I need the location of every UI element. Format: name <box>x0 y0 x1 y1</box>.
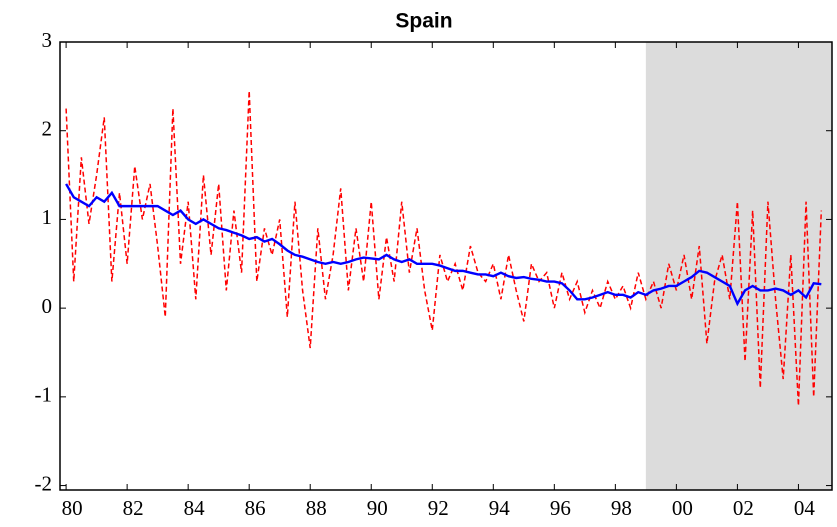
x-tick-label: 84 <box>184 496 206 520</box>
x-tick-label: 92 <box>428 496 449 520</box>
y-tick-label: 0 <box>42 294 53 318</box>
x-tick-label: 94 <box>489 496 511 520</box>
x-tick-label: 86 <box>245 496 266 520</box>
shaded-region <box>645 42 832 490</box>
y-tick-label: 3 <box>42 28 53 52</box>
x-tick-label: 82 <box>123 496 144 520</box>
x-tick-label: 88 <box>306 496 327 520</box>
x-tick-label: 90 <box>367 496 388 520</box>
y-tick-label: 1 <box>42 205 53 229</box>
y-tick-label: 2 <box>42 117 53 141</box>
y-tick-label: -1 <box>35 383 53 407</box>
x-tick-label: 00 <box>672 496 693 520</box>
series-line <box>65 183 822 307</box>
x-tick-label: 96 <box>550 496 571 520</box>
plot-frame <box>59 41 833 491</box>
y-tick-label: -2 <box>35 471 53 495</box>
x-tick-label: 02 <box>733 496 754 520</box>
x-tick-label: 80 <box>62 496 83 520</box>
x-tick-label: 98 <box>611 496 632 520</box>
chart-title: Spain <box>395 10 452 33</box>
x-tick-label: 04 <box>794 496 816 520</box>
